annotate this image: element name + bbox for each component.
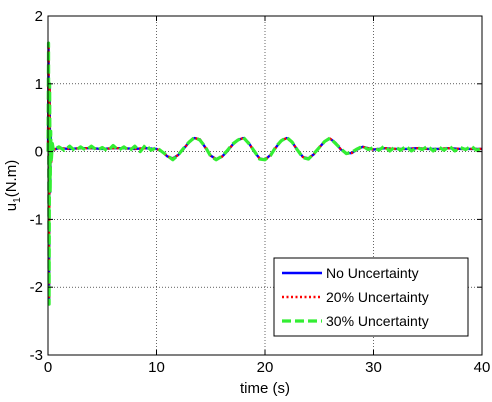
legend: No Uncertainty 20% Uncertainty 30% Uncerta… (273, 257, 469, 337)
y-tick-label: -3 (30, 347, 43, 364)
x-tick-label: 30 (365, 359, 382, 376)
legend-label: 30% Uncertainty (326, 313, 429, 329)
tick-marks (47, 15, 483, 356)
series-layer (46, 41, 483, 306)
legend-label: 20% Uncertainty (326, 289, 429, 305)
x-axis-label: time (s) (240, 380, 290, 397)
x-tick-label: 40 (474, 359, 491, 376)
legend-items: No Uncertainty 20% Uncertainty 30% Uncerta… (282, 265, 429, 329)
y-axis-label-unit: (N.m) (3, 160, 20, 198)
y-tick-label: 0 (35, 144, 43, 161)
y-axis-label-subscript: 1 (12, 197, 23, 203)
y-tick-label: -1 (30, 211, 43, 228)
y-tick-labels: -3 -2 -1 0 1 2 (30, 8, 43, 364)
y-tick-label: 1 (35, 76, 43, 93)
legend-label: No Uncertainty (326, 265, 419, 281)
x-tick-label: 20 (257, 359, 274, 376)
x-tick-label: 0 (44, 359, 52, 376)
series-line (46, 41, 483, 306)
y-axis-label-base: u (3, 203, 20, 211)
y-axis-label: u1(N.m) (3, 160, 23, 211)
y-tick-label: 2 (35, 8, 43, 25)
y-tick-label: -2 (30, 279, 43, 296)
x-tick-label: 10 (148, 359, 165, 376)
x-tick-labels: 0 10 20 30 40 (44, 359, 491, 376)
